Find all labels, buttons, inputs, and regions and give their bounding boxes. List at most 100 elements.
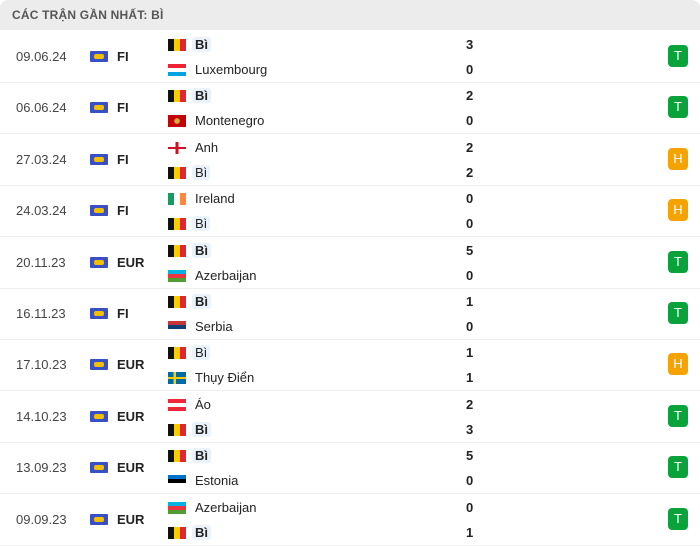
home-team-name: Áo bbox=[195, 396, 211, 412]
home-team-name: Bì bbox=[192, 37, 211, 52]
result-badge: T bbox=[668, 96, 688, 119]
home-team-name: Ireland bbox=[195, 191, 235, 207]
away-score: 0 bbox=[466, 62, 474, 77]
away-team-name: Bì bbox=[192, 421, 211, 437]
away-score: 1 bbox=[466, 370, 474, 386]
match-date: 09.06.24 bbox=[16, 49, 67, 64]
away-team-name: Serbia bbox=[195, 319, 233, 334]
competition-label: FI bbox=[117, 306, 129, 321]
azerbaijan-flag-icon bbox=[168, 269, 186, 282]
home-team-name: Azerbaijan bbox=[195, 499, 257, 515]
match-row[interactable]: 20.11.23 EUR Bì 5 Azerbaijan 0 T bbox=[0, 237, 700, 289]
competition-icon bbox=[90, 205, 108, 217]
result-badge: H bbox=[668, 147, 688, 170]
competition-label: EUR bbox=[117, 357, 145, 373]
match-row[interactable]: 14.10.23 EUR Áo 2 Bì 3 T bbox=[0, 391, 700, 443]
competition-icon bbox=[90, 256, 108, 268]
competition-label: EUR bbox=[117, 254, 145, 270]
home-score: 2 bbox=[466, 88, 474, 104]
result-badge: T bbox=[668, 45, 688, 67]
away-score: 1 bbox=[466, 524, 474, 540]
belgium-flag-icon bbox=[168, 39, 186, 51]
luxembourg-flag-icon bbox=[168, 64, 186, 76]
home-score: 5 bbox=[466, 242, 474, 258]
away-score: 3 bbox=[466, 421, 474, 437]
away-score: 2 bbox=[466, 164, 474, 180]
match-row[interactable]: 09.09.23 EUR Azerbaijan 0 Bì 1 T bbox=[0, 494, 700, 546]
competition-icon bbox=[90, 410, 108, 422]
competition-icon bbox=[90, 308, 108, 319]
competition-icon bbox=[90, 153, 108, 165]
result-badge: H bbox=[668, 353, 688, 376]
result-badge: T bbox=[668, 507, 688, 530]
away-team-name: Estonia bbox=[195, 473, 239, 489]
match-date: 16.11.23 bbox=[16, 306, 66, 321]
competition-label: EUR bbox=[117, 511, 145, 527]
away-score: 0 bbox=[466, 267, 474, 283]
home-score: 3 bbox=[466, 37, 474, 52]
match-row[interactable]: 17.10.23 EUR Bì 1 Thụy Điển 1 H bbox=[0, 339, 700, 392]
competition-icon bbox=[90, 102, 108, 114]
belgium-flag-icon bbox=[168, 244, 186, 257]
away-team-name: Bì bbox=[192, 164, 211, 180]
england-flag-icon bbox=[168, 141, 186, 154]
away-team-name: Thụy Điển bbox=[195, 370, 255, 386]
competition-label: FI bbox=[117, 49, 129, 64]
result-badge: T bbox=[668, 302, 688, 324]
estonia-flag-icon bbox=[168, 475, 186, 488]
section-header: CÁC TRẬN GẦN NHẤT: BÌ bbox=[0, 0, 700, 30]
competition-label: EUR bbox=[117, 408, 145, 424]
home-team-name: Bì bbox=[192, 294, 211, 309]
belgium-flag-icon bbox=[168, 90, 186, 103]
belgium-flag-icon bbox=[168, 526, 186, 539]
belgium-flag-icon bbox=[168, 296, 186, 308]
match-date: 27.03.24 bbox=[16, 151, 67, 167]
result-badge: T bbox=[668, 250, 688, 273]
match-date: 24.03.24 bbox=[16, 203, 67, 219]
home-score: 1 bbox=[466, 294, 474, 309]
montenegro-flag-icon bbox=[168, 115, 186, 128]
away-score: 0 bbox=[466, 113, 474, 129]
austria-flag-icon bbox=[168, 398, 186, 411]
belgium-flag-icon bbox=[168, 450, 186, 463]
belgium-flag-icon bbox=[168, 423, 186, 436]
match-date: 14.10.23 bbox=[16, 408, 67, 424]
match-date: 17.10.23 bbox=[16, 357, 67, 373]
section-title: CÁC TRẬN GẦN NHẤT: BÌ bbox=[12, 8, 164, 22]
competition-icon bbox=[90, 359, 108, 371]
belgium-flag-icon bbox=[168, 218, 186, 231]
match-row[interactable]: 13.09.23 EUR Bì 5 Estonia 0 T bbox=[0, 442, 700, 495]
away-team-name: Montenegro bbox=[195, 113, 265, 129]
ireland-flag-icon bbox=[168, 193, 186, 206]
home-team-name: Bì bbox=[192, 88, 211, 104]
home-score: 0 bbox=[466, 191, 474, 207]
match-row[interactable]: 27.03.24 FI Anh 2 Bì 2 H bbox=[0, 134, 700, 186]
belgium-flag-icon bbox=[168, 347, 186, 360]
sweden-flag-icon bbox=[168, 372, 186, 385]
home-team-name: Bì bbox=[192, 448, 211, 464]
serbia-flag-icon bbox=[168, 321, 186, 333]
match-row[interactable]: 24.03.24 FI Ireland 0 Bì 0 H bbox=[0, 185, 700, 238]
match-row[interactable]: 06.06.24 FI Bì 2 Montenegro 0 T bbox=[0, 82, 700, 135]
home-team-name: Anh bbox=[195, 139, 219, 155]
home-team-name: Bì bbox=[192, 242, 211, 258]
home-score: 2 bbox=[466, 139, 474, 155]
result-badge: H bbox=[668, 199, 688, 222]
away-team-name: Bì bbox=[192, 524, 211, 540]
match-row[interactable]: 09.06.24 FI Bì 3 Luxembourg 0 T bbox=[0, 31, 700, 83]
competition-label: FI bbox=[117, 203, 129, 219]
home-team-name: Bì bbox=[192, 345, 211, 361]
away-team-name: Azerbaijan bbox=[195, 267, 257, 283]
home-score: 5 bbox=[466, 448, 474, 464]
competition-label: FI bbox=[117, 100, 129, 116]
competition-label: EUR bbox=[117, 460, 145, 476]
azerbaijan-flag-icon bbox=[168, 501, 186, 514]
away-score: 0 bbox=[466, 473, 474, 489]
match-date: 13.09.23 bbox=[16, 460, 67, 476]
away-score: 0 bbox=[466, 319, 474, 334]
away-team-name: Bì bbox=[192, 216, 211, 232]
home-score: 1 bbox=[466, 345, 474, 361]
competition-icon bbox=[90, 51, 108, 62]
match-row[interactable]: 16.11.23 FI Bì 1 Serbia 0 T bbox=[0, 288, 700, 340]
result-badge: T bbox=[668, 404, 688, 427]
